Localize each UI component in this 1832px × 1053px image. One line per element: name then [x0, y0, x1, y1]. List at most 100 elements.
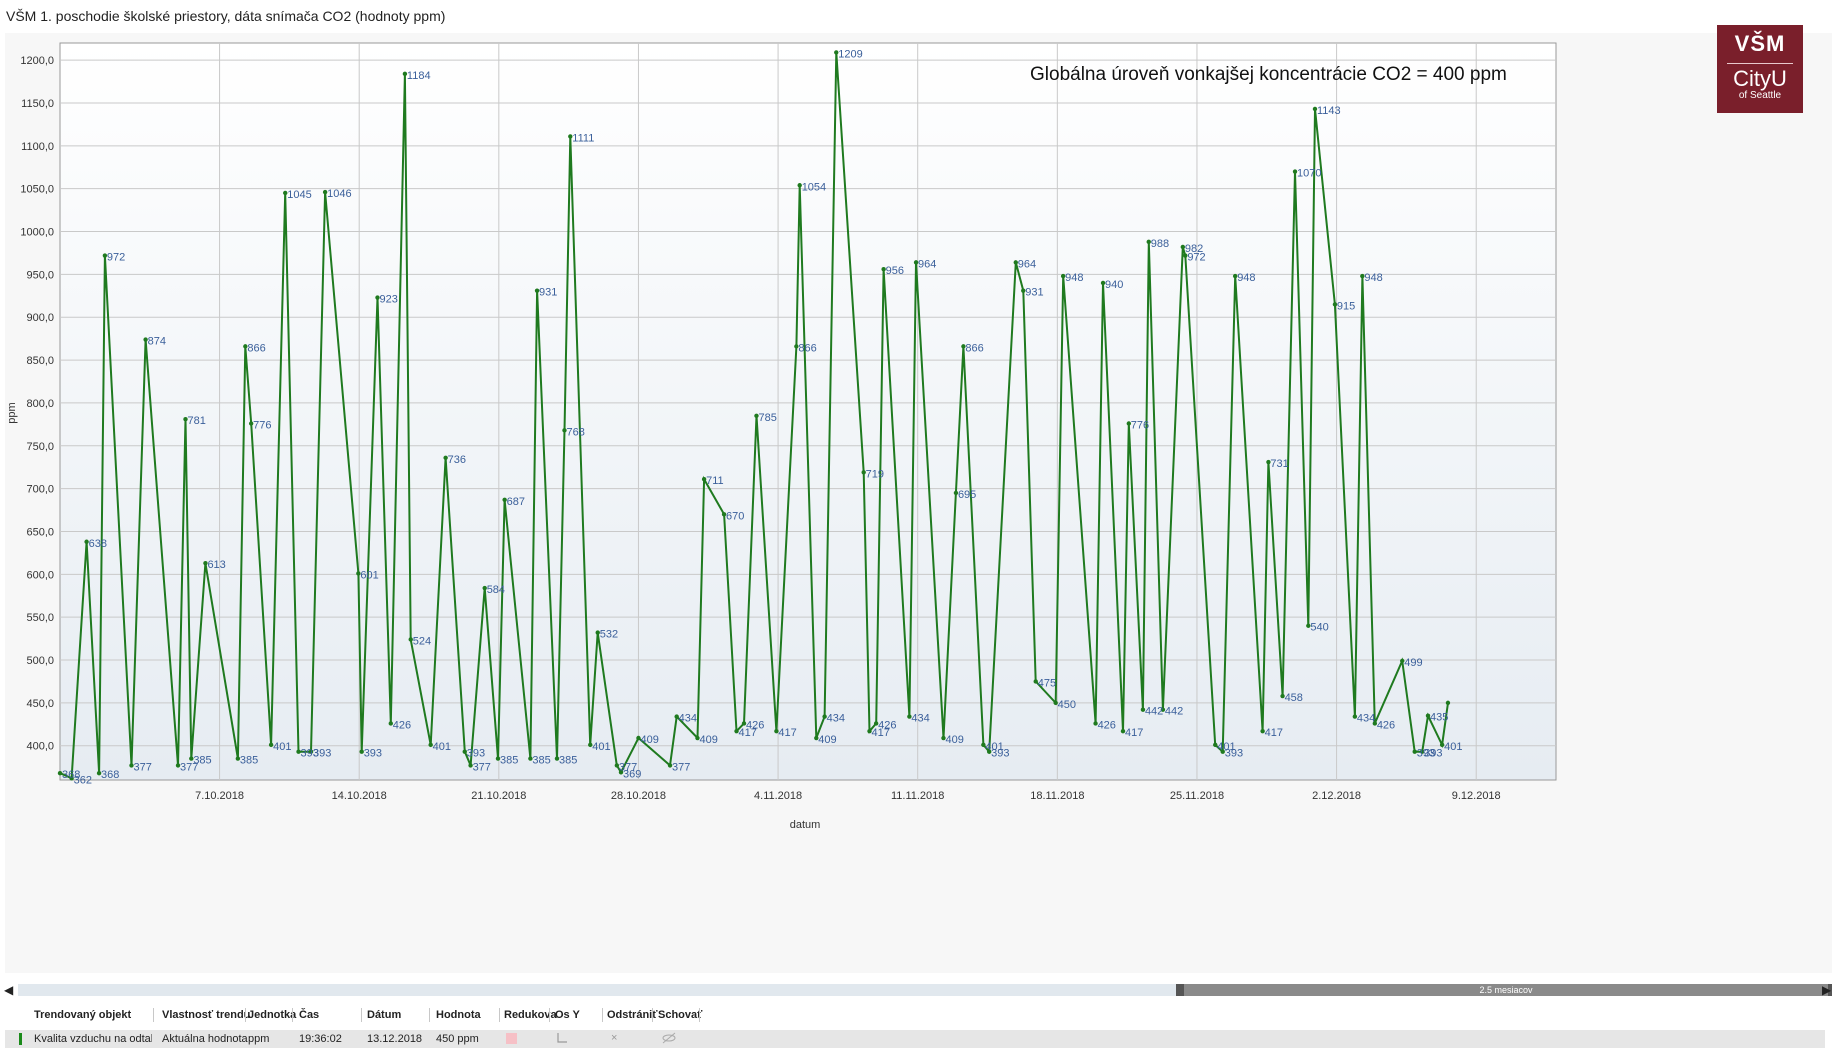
data-label: 385 — [532, 755, 550, 767]
data-label: 532 — [600, 629, 618, 641]
data-point — [143, 337, 148, 342]
scroll-right-arrow-icon[interactable]: ▶ — [1822, 983, 1832, 997]
data-label: 584 — [487, 584, 505, 596]
col-header-time[interactable]: Čas — [299, 1009, 320, 1021]
row-property: Aktuálna hodnota — [162, 1033, 248, 1045]
data-label: 385 — [559, 755, 577, 767]
data-point — [961, 344, 966, 349]
data-point — [568, 134, 573, 139]
scroll-left-arrow-icon[interactable]: ◀ — [4, 983, 14, 997]
x-tick-label: 4.11.2018 — [754, 790, 802, 802]
data-label: 417 — [739, 727, 757, 739]
data-point — [1033, 679, 1038, 684]
time-range-thumb[interactable]: 2.5 mesiacov — [1176, 984, 1832, 996]
data-point — [1266, 459, 1271, 465]
col-header-object[interactable]: Trendovaný objekt — [34, 1009, 132, 1021]
data-label: 434 — [679, 713, 697, 725]
data-point — [861, 470, 866, 475]
col-header-unit[interactable]: Jednotka — [248, 1009, 297, 1021]
data-point — [528, 756, 533, 761]
series-color-marker — [19, 1033, 22, 1045]
data-point — [873, 721, 879, 726]
data-label: 426 — [1098, 719, 1116, 731]
data-label: 393 — [364, 748, 382, 760]
data-label: 948 — [1237, 272, 1255, 284]
data-point — [986, 749, 992, 754]
data-label: 731 — [1270, 458, 1288, 470]
data-label: 458 — [1285, 692, 1303, 704]
data-point — [595, 630, 600, 635]
page-title: VŠM 1. poschodie školské priestory, dáta… — [6, 8, 446, 24]
y-tick-label: 850,0 — [26, 355, 54, 367]
row-unit: ppm — [248, 1033, 270, 1045]
col-header-hide[interactable]: Schovať — [658, 1009, 703, 1021]
col-header-value[interactable]: Hodnota — [436, 1009, 481, 1021]
series-line — [59, 52, 1449, 780]
y-tick-label: 650,0 — [26, 526, 54, 538]
data-point — [468, 763, 473, 768]
y-tick-label: 1150,0 — [21, 98, 54, 110]
eye-slash-icon[interactable] — [661, 1032, 677, 1047]
data-point — [588, 742, 593, 748]
data-point — [69, 776, 74, 781]
data-point — [554, 756, 560, 761]
col-header-reduced[interactable]: Redukova — [504, 1009, 557, 1021]
data-label: 401 — [433, 741, 451, 753]
data-point — [1013, 260, 1018, 265]
col-header-date[interactable]: Dátum — [367, 1009, 402, 1021]
data-point — [1120, 728, 1126, 734]
data-label: 435 — [1430, 712, 1448, 724]
data-point — [1213, 742, 1218, 748]
axis-y-icon[interactable] — [556, 1032, 568, 1047]
data-point — [1306, 623, 1311, 628]
y-tick-label: 950,0 — [26, 269, 54, 281]
data-label: 866 — [965, 342, 983, 354]
data-point — [495, 756, 501, 761]
data-label: 719 — [866, 468, 884, 480]
data-label: 385 — [500, 755, 518, 767]
data-label: 409 — [640, 734, 658, 746]
data-label: 426 — [746, 719, 764, 731]
col-header-y-axis[interactable]: Os Y — [555, 1009, 580, 1021]
data-label: 1070 — [1297, 168, 1321, 180]
data-point — [283, 190, 288, 196]
y-tick-label: 750,0 — [26, 441, 54, 453]
data-label: 972 — [1187, 252, 1205, 264]
data-label: 401 — [1444, 741, 1462, 753]
y-tick-label: 700,0 — [26, 484, 54, 496]
data-label: 434 — [1357, 713, 1375, 725]
y-tick-label: 1100,0 — [21, 141, 54, 153]
y-tick-label: 500,0 — [26, 655, 54, 667]
data-label: 524 — [413, 635, 431, 647]
data-point — [102, 253, 108, 258]
data-point — [1060, 273, 1066, 279]
x-tick-label: 28.10.2018 — [611, 790, 666, 802]
thumb-right-grip[interactable] — [1828, 984, 1832, 996]
data-label: 736 — [448, 454, 466, 466]
time-range-scrollbar[interactable]: 2.5 mesiacov — [18, 984, 1832, 996]
data-label: 426 — [1377, 719, 1395, 731]
data-point — [375, 295, 380, 300]
data-point — [941, 735, 946, 741]
col-header-remove[interactable]: Odstrániť — [607, 1009, 658, 1021]
data-label: 866 — [798, 342, 816, 354]
thumb-left-grip[interactable] — [1176, 984, 1184, 996]
table-row[interactable]: Kvalita vzduchu na odtahu [A Aktuálna ho… — [5, 1030, 1825, 1048]
data-point — [794, 344, 799, 349]
data-label: 601 — [360, 569, 378, 581]
data-point — [1160, 707, 1166, 712]
col-header-property[interactable]: Vlastnosť trendu — [162, 1009, 251, 1021]
data-label: 1209 — [838, 48, 862, 60]
data-label: 426 — [878, 719, 896, 731]
data-point — [1372, 721, 1378, 726]
y-tick-label: 600,0 — [26, 569, 54, 581]
x-axis-title: datum — [790, 819, 821, 831]
remove-icon[interactable]: × — [611, 1032, 618, 1044]
x-tick-label: 7.10.2018 — [195, 790, 244, 802]
data-label: 393 — [1225, 748, 1243, 760]
reduced-indicator[interactable] — [506, 1033, 517, 1044]
time-range-label: 2.5 mesiacov — [1479, 985, 1533, 995]
data-label: 1054 — [802, 181, 826, 193]
data-point — [462, 749, 467, 754]
data-point — [1140, 707, 1146, 712]
